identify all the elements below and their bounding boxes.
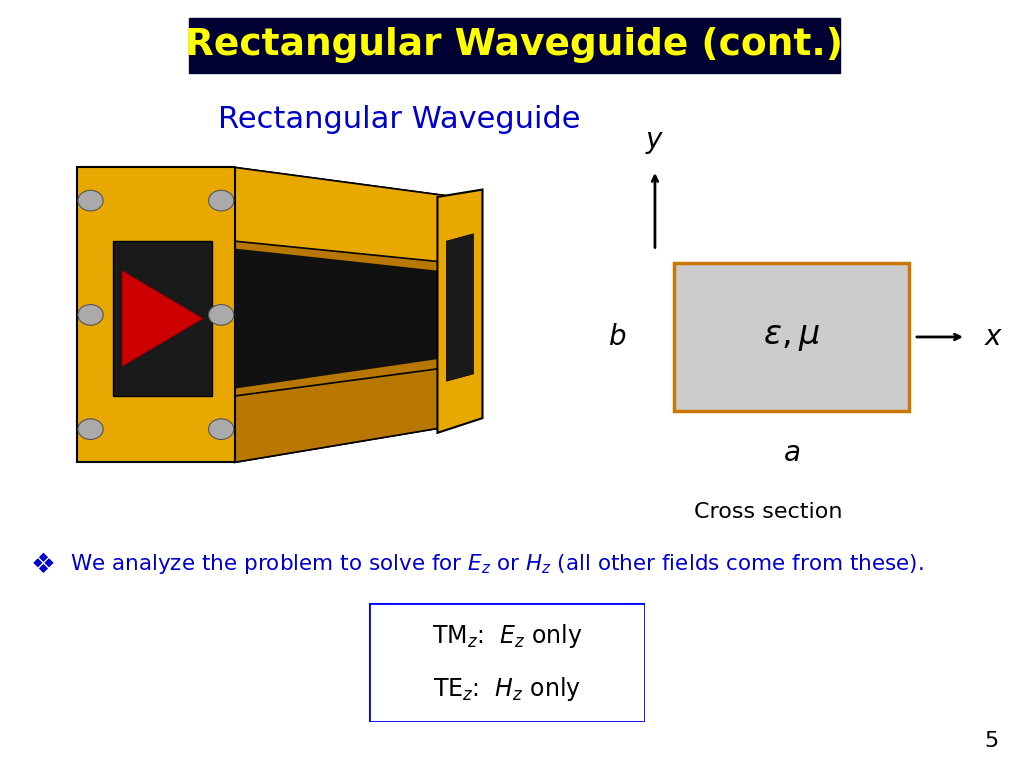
Text: $b$: $b$ <box>608 323 627 351</box>
Polygon shape <box>234 167 456 263</box>
Text: Rectangular Waveguide: Rectangular Waveguide <box>218 104 581 134</box>
Text: We analyze the problem to solve for $E_z$ or $H_z$ (all other fields come from t: We analyze the problem to solve for $E_z… <box>70 552 924 577</box>
FancyBboxPatch shape <box>674 263 909 411</box>
Text: $y$: $y$ <box>645 127 665 156</box>
Polygon shape <box>122 270 203 366</box>
Text: $x$: $x$ <box>984 323 1004 351</box>
Circle shape <box>209 190 233 211</box>
Text: $a$: $a$ <box>783 439 800 467</box>
Text: 5: 5 <box>984 731 998 751</box>
Text: TM$_z$:  $E_z$ only: TM$_z$: $E_z$ only <box>432 622 582 650</box>
Circle shape <box>209 419 233 439</box>
FancyBboxPatch shape <box>369 603 645 722</box>
Polygon shape <box>446 233 473 381</box>
FancyBboxPatch shape <box>189 18 840 73</box>
Circle shape <box>78 305 103 325</box>
Polygon shape <box>234 167 456 462</box>
Text: $\varepsilon,\mu$: $\varepsilon,\mu$ <box>763 320 820 353</box>
Text: TE$_z$:  $H_z$ only: TE$_z$: $H_z$ only <box>433 674 581 703</box>
Circle shape <box>78 419 103 439</box>
Text: Cross section: Cross section <box>693 502 843 522</box>
Polygon shape <box>77 167 234 462</box>
Polygon shape <box>234 366 456 462</box>
Circle shape <box>209 305 233 325</box>
Text: Rectangular Waveguide (cont.): Rectangular Waveguide (cont.) <box>185 28 843 63</box>
Circle shape <box>78 190 103 211</box>
Polygon shape <box>437 190 482 433</box>
Polygon shape <box>113 241 212 396</box>
Text: ❖: ❖ <box>31 551 55 578</box>
Polygon shape <box>234 249 437 389</box>
